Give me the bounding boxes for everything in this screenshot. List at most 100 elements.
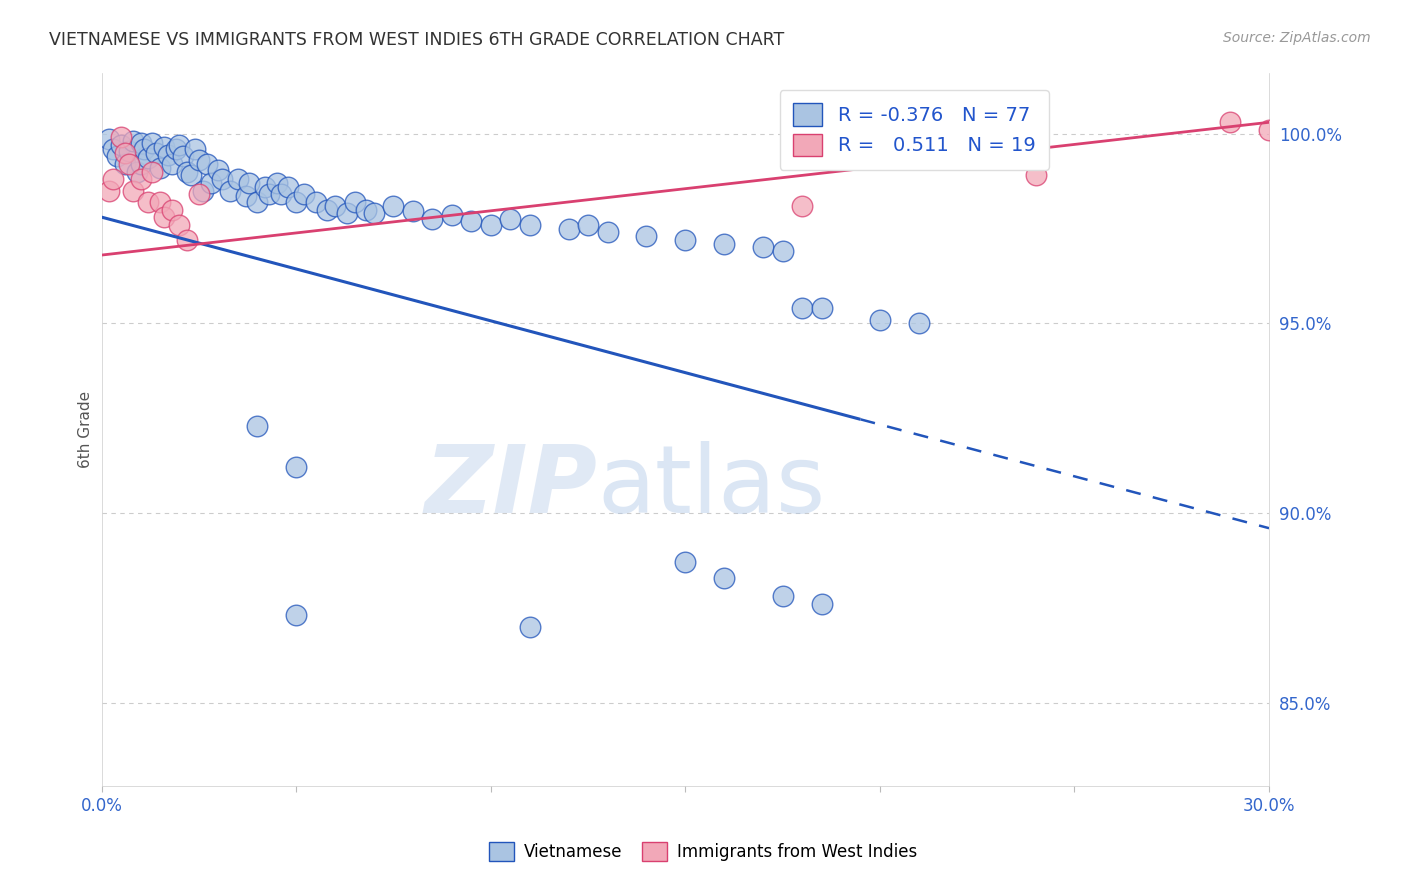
Text: atlas: atlas (598, 441, 827, 533)
Point (219, 184, 242, 198)
Point (180, 169, 202, 183)
Point (316, 202, 339, 217)
Point (187, 153, 209, 168)
Point (160, 157, 183, 171)
Point (257, 187, 280, 202)
Point (519, 620, 541, 634)
Point (121, 134, 143, 148)
Point (336, 206, 359, 220)
Point (125, 164, 148, 178)
Point (103, 142, 125, 156)
Point (422, 212, 444, 227)
Point (191, 184, 214, 198)
Point (460, 214, 482, 228)
Point (752, 240, 775, 254)
Point (136, 194, 159, 209)
Point (169, 138, 191, 153)
Point (713, 570, 735, 584)
Point (238, 176, 260, 190)
Point (129, 136, 152, 150)
Point (869, 312, 891, 326)
Point (169, 218, 191, 232)
Point (145, 145, 167, 160)
Point (557, 221, 579, 235)
Point (98, 132, 121, 146)
Point (176, 164, 198, 178)
Point (226, 172, 249, 186)
Point (153, 140, 176, 154)
Point (195, 157, 218, 171)
Point (207, 162, 229, 177)
Point (118, 144, 141, 158)
Point (110, 138, 132, 153)
Point (810, 301, 832, 315)
Point (184, 142, 207, 156)
Point (402, 204, 425, 219)
Point (673, 233, 696, 247)
Legend: Vietnamese, Immigrants from West Indies: Vietnamese, Immigrants from West Indies (482, 835, 924, 868)
Point (285, 608, 308, 623)
Point (103, 172, 125, 186)
Point (118, 157, 141, 171)
Point (285, 194, 308, 209)
Point (382, 199, 405, 213)
Point (129, 172, 152, 186)
Text: Source: ZipAtlas.com: Source: ZipAtlas.com (1223, 31, 1371, 45)
Point (165, 142, 187, 156)
Point (810, 597, 832, 611)
Point (211, 172, 233, 186)
Point (235, 189, 257, 203)
Point (141, 136, 163, 150)
Point (790, 199, 813, 213)
Point (1219, 115, 1241, 129)
Point (141, 164, 163, 178)
Point (636, 229, 658, 244)
Point (772, 244, 794, 259)
Point (246, 194, 269, 209)
Point (772, 590, 794, 604)
Point (363, 206, 385, 220)
Point (246, 418, 269, 433)
Y-axis label: 6th Grade: 6th Grade (79, 391, 93, 468)
Point (499, 212, 522, 227)
Text: VIETNAMESE VS IMMIGRANTS FROM WEST INDIES 6TH GRADE CORRELATION CHART: VIETNAMESE VS IMMIGRANTS FROM WEST INDIE… (49, 31, 785, 49)
Point (713, 236, 735, 251)
Point (149, 194, 172, 209)
Point (172, 149, 194, 163)
Point (160, 202, 183, 217)
Text: ZIP: ZIP (425, 441, 598, 533)
Point (270, 187, 292, 202)
Point (110, 130, 132, 145)
Point (149, 161, 172, 175)
Point (129, 157, 152, 171)
Point (596, 225, 619, 239)
Legend: R = -0.376   N = 77, R =   0.511   N = 19: R = -0.376 N = 77, R = 0.511 N = 19 (779, 90, 1049, 169)
Point (176, 233, 198, 247)
Point (98, 184, 121, 198)
Point (673, 555, 696, 569)
Point (277, 179, 299, 194)
Point (1025, 169, 1047, 183)
Point (134, 142, 156, 156)
Point (1258, 123, 1281, 137)
Point (136, 152, 159, 166)
Point (114, 145, 136, 160)
Point (156, 147, 179, 161)
Point (440, 208, 463, 222)
Point (343, 194, 366, 209)
Point (576, 218, 599, 232)
Point (187, 187, 209, 202)
Point (908, 316, 931, 330)
Point (292, 187, 315, 202)
Point (254, 179, 277, 194)
Point (323, 199, 346, 213)
Point (479, 218, 502, 232)
Point (121, 184, 143, 198)
Point (153, 210, 176, 224)
Point (114, 157, 136, 171)
Point (200, 176, 222, 190)
Point (354, 202, 377, 217)
Point (790, 301, 813, 315)
Point (105, 149, 128, 163)
Point (304, 194, 326, 209)
